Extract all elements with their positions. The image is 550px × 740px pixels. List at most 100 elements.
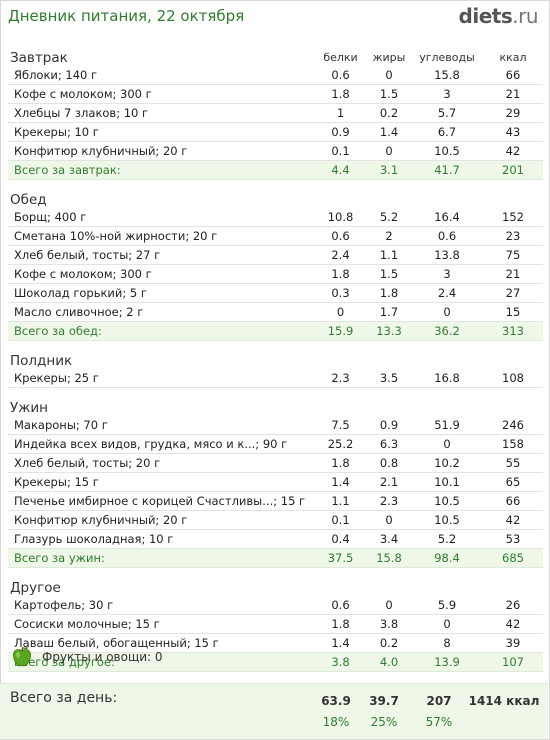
food-row[interactable]: Масло сливочное; 2 г 0 1.7 0 15 <box>8 302 543 322</box>
day-fat-pct: 25% <box>370 715 398 729</box>
food-fat: 0 <box>367 510 411 530</box>
food-row[interactable]: Хлебцы 7 злаков; 10 г 1 0.2 5.7 29 <box>8 103 543 123</box>
food-carbs: 3 <box>411 264 483 284</box>
food-name: Сметана 10%-ной жирности; 20 г <box>8 226 314 246</box>
meal-total-protein: 15.9 <box>314 321 367 341</box>
food-row[interactable]: Конфитюр клубничный; 20 г 0.1 0 10.5 42 <box>8 510 543 530</box>
food-fat: 1.5 <box>367 264 411 284</box>
food-name: Масло сливочное; 2 г <box>8 302 314 322</box>
food-fat: 0 <box>367 66 411 85</box>
food-fat: 1.4 <box>367 122 411 142</box>
meal-total-protein: 3.8 <box>314 652 367 672</box>
column-header <box>411 186 483 208</box>
meal-total-label: Всего за обед: <box>8 321 314 341</box>
meal-total-row: Всего за другое: 3.8 4.0 13.9 107 <box>8 652 543 672</box>
food-carbs: 0 <box>411 302 483 322</box>
green-apple-icon <box>13 646 31 667</box>
food-protein: 25.2 <box>314 434 367 454</box>
food-fat: 3.8 <box>367 614 411 634</box>
food-kcal: 66 <box>483 66 543 85</box>
food-carbs: 51.9 <box>411 416 483 435</box>
food-carbs: 8 <box>411 633 483 653</box>
food-row[interactable]: Хлеб белый, тосты; 20 г 1.8 0.8 10.2 55 <box>8 453 543 473</box>
food-name: Макароны; 70 г <box>8 416 314 435</box>
food-carbs: 5.2 <box>411 529 483 549</box>
food-row[interactable]: Кофе с молоком; 300 г 1.8 1.5 3 21 <box>8 84 543 104</box>
food-fat: 0 <box>367 596 411 615</box>
food-row[interactable]: Индейка всех видов, грудка, мясо и к...;… <box>8 434 543 454</box>
food-protein: 0 <box>314 302 367 322</box>
food-row[interactable]: Сосиски молочные; 15 г 1.8 3.8 0 42 <box>8 614 543 634</box>
food-row[interactable]: Шоколад горький; 5 г 0.3 1.8 2.4 27 <box>8 283 543 303</box>
food-row[interactable]: Борщ; 400 г 10.8 5.2 16.4 152 <box>8 208 543 227</box>
column-header <box>483 574 543 596</box>
day-total-label: Всего за день: <box>10 690 118 706</box>
food-kcal: 42 <box>483 141 543 161</box>
meal-title: Ужин <box>10 400 48 416</box>
food-row[interactable]: Хлеб белый, тосты; 27 г 2.4 1.1 13.8 75 <box>8 245 543 265</box>
food-carbs: 10.1 <box>411 472 483 492</box>
food-kcal: 42 <box>483 510 543 530</box>
food-name: Кофе с молоком; 300 г <box>8 264 314 284</box>
meal-section-header: Другое <box>8 574 543 596</box>
food-row[interactable]: Крекеры; 25 г 2.3 3.5 16.8 108 <box>8 369 543 388</box>
food-row[interactable]: Картофель; 30 г 0.6 0 5.9 26 <box>8 596 543 615</box>
food-protein: 1.1 <box>314 491 367 511</box>
column-header <box>367 574 411 596</box>
column-header <box>483 186 543 208</box>
meal-total-fat: 13.3 <box>367 321 411 341</box>
food-kcal: 21 <box>483 84 543 104</box>
food-protein: 0.1 <box>314 141 367 161</box>
meal-total-kcal: 313 <box>483 321 543 341</box>
food-name: Сосиски молочные; 15 г <box>8 614 314 634</box>
meal-total-row: Всего за обед: 15.9 13.3 36.2 313 <box>8 321 543 341</box>
food-kcal: 65 <box>483 472 543 492</box>
food-row[interactable]: Конфитюр клубничный; 20 г 0.1 0 10.5 42 <box>8 141 543 161</box>
day-kcal: 1414 ккал <box>468 694 540 708</box>
food-row[interactable]: Сметана 10%-ной жирности; 20 г 0.6 2 0.6 23 <box>8 226 543 246</box>
meal-total-protein: 37.5 <box>314 548 367 568</box>
meal-title: Завтрак <box>10 50 68 66</box>
food-fat: 0.9 <box>367 416 411 435</box>
food-row[interactable]: Крекеры; 15 г 1.4 2.1 10.1 65 <box>8 472 543 492</box>
fruits-label: Фрукты и овощи: 0 <box>42 650 163 664</box>
food-fat: 1.5 <box>367 84 411 104</box>
food-name: Глазурь шоколадная; 10 г <box>8 529 314 549</box>
food-carbs: 10.5 <box>411 510 483 530</box>
page-header: Дневник питания, 22 октября diets.ru <box>0 0 550 34</box>
food-fat: 0.8 <box>367 453 411 473</box>
food-protein: 1.8 <box>314 614 367 634</box>
food-row[interactable]: Печенье имбирное с корицей Счастливы...;… <box>8 491 543 511</box>
food-name: Яблоки; 140 г <box>8 66 314 85</box>
food-kcal: 23 <box>483 226 543 246</box>
food-row[interactable]: Яблоки; 140 г 0.6 0 15.8 66 <box>8 66 543 85</box>
food-fat: 5.2 <box>367 208 411 227</box>
food-name: Хлеб белый, тосты; 20 г <box>8 453 314 473</box>
food-row[interactable]: Крекеры; 10 г 0.9 1.4 6.7 43 <box>8 122 543 142</box>
site-logo[interactable]: diets.ru <box>458 4 539 28</box>
food-fat: 0.2 <box>367 633 411 653</box>
day-carbs: 207 <box>426 694 452 708</box>
day-protein: 63.9 <box>321 694 351 708</box>
column-header: белки <box>323 51 358 64</box>
food-name: Крекеры; 15 г <box>8 472 314 492</box>
food-row[interactable]: Глазурь шоколадная; 10 г 0.4 3.4 5.2 53 <box>8 529 543 549</box>
food-protein: 0.6 <box>314 66 367 85</box>
column-header: углеводы <box>419 51 475 64</box>
food-kcal: 75 <box>483 245 543 265</box>
food-protein: 10.8 <box>314 208 367 227</box>
day-total: Всего за день: 63.9 39.7 207 1414 ккал 1… <box>0 683 548 739</box>
logo-domain: .ru <box>512 4 538 28</box>
column-header <box>483 394 543 416</box>
food-name: Конфитюр клубничный; 20 г <box>8 510 314 530</box>
meal-title: Полдник <box>10 353 73 369</box>
meal-section-header: Обед <box>8 186 543 208</box>
food-row[interactable]: Макароны; 70 г 7.5 0.9 51.9 246 <box>8 416 543 435</box>
food-kcal: 43 <box>483 122 543 142</box>
food-row[interactable]: Лаваш белый, обогащенный; 15 г 1.4 0.2 8 39 <box>8 633 543 653</box>
logo-main: diets <box>458 4 513 28</box>
food-fat: 2 <box>367 226 411 246</box>
food-row[interactable]: Кофе с молоком; 300 г 1.8 1.5 3 21 <box>8 264 543 284</box>
food-carbs: 10.5 <box>411 141 483 161</box>
food-protein: 0.6 <box>314 226 367 246</box>
